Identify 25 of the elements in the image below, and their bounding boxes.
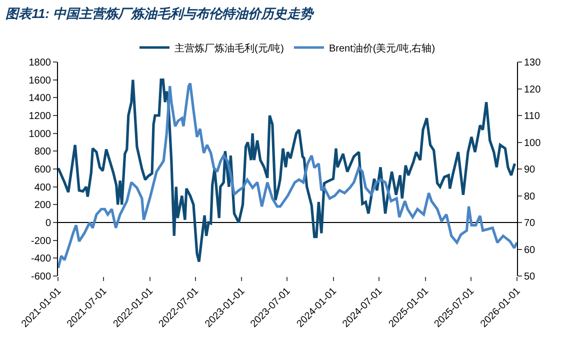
y-tick-label: 1600 — [28, 75, 52, 86]
y-tick-label: -600 — [30, 272, 52, 282]
y-tick-label: 1400 — [28, 93, 52, 104]
y2-tick-label: 80 — [524, 191, 536, 202]
y-tick-label: 0 — [45, 218, 52, 229]
y-tick-label: 600 — [34, 164, 52, 176]
legend-label: 主营炼厂炼油毛利(元/吨) — [174, 42, 284, 54]
y-tick-label: -200 — [30, 236, 52, 247]
y2-tick-label: 60 — [524, 244, 536, 256]
y2-tick-label: 70 — [524, 218, 536, 229]
y2-tick-label: 50 — [524, 272, 536, 282]
y-tick-label: 800 — [34, 146, 52, 158]
y-tick-label: 1800 — [28, 58, 52, 68]
y2-tick-label: 90 — [524, 164, 536, 176]
y-tick-label: 1000 — [28, 128, 52, 140]
y-tick-label: 400 — [34, 182, 52, 194]
chart-title: 图表11: 中国主营炼厂炼油毛利与布伦特油价历史走势 — [6, 6, 316, 21]
y2-tick-label: 100 — [524, 138, 542, 149]
legend-label: Brent油价(美元/吨,右轴) — [328, 42, 436, 54]
y2-tick-label: 110 — [524, 111, 540, 122]
y-tick-label: 200 — [34, 200, 52, 212]
y-tick-label: 1200 — [28, 111, 52, 122]
y2-tick-label: 130 — [524, 58, 542, 68]
y-tick-label: -400 — [30, 254, 52, 265]
y2-tick-label: 120 — [524, 84, 542, 96]
